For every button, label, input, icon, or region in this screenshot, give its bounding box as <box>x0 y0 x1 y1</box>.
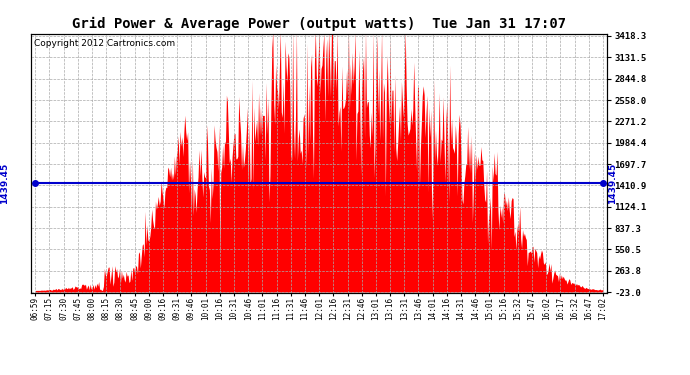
Text: 1439.45: 1439.45 <box>0 163 9 204</box>
Title: Grid Power & Average Power (output watts)  Tue Jan 31 17:07: Grid Power & Average Power (output watts… <box>72 17 566 31</box>
Text: 1439.45: 1439.45 <box>609 163 618 204</box>
Text: Copyright 2012 Cartronics.com: Copyright 2012 Cartronics.com <box>34 39 175 48</box>
